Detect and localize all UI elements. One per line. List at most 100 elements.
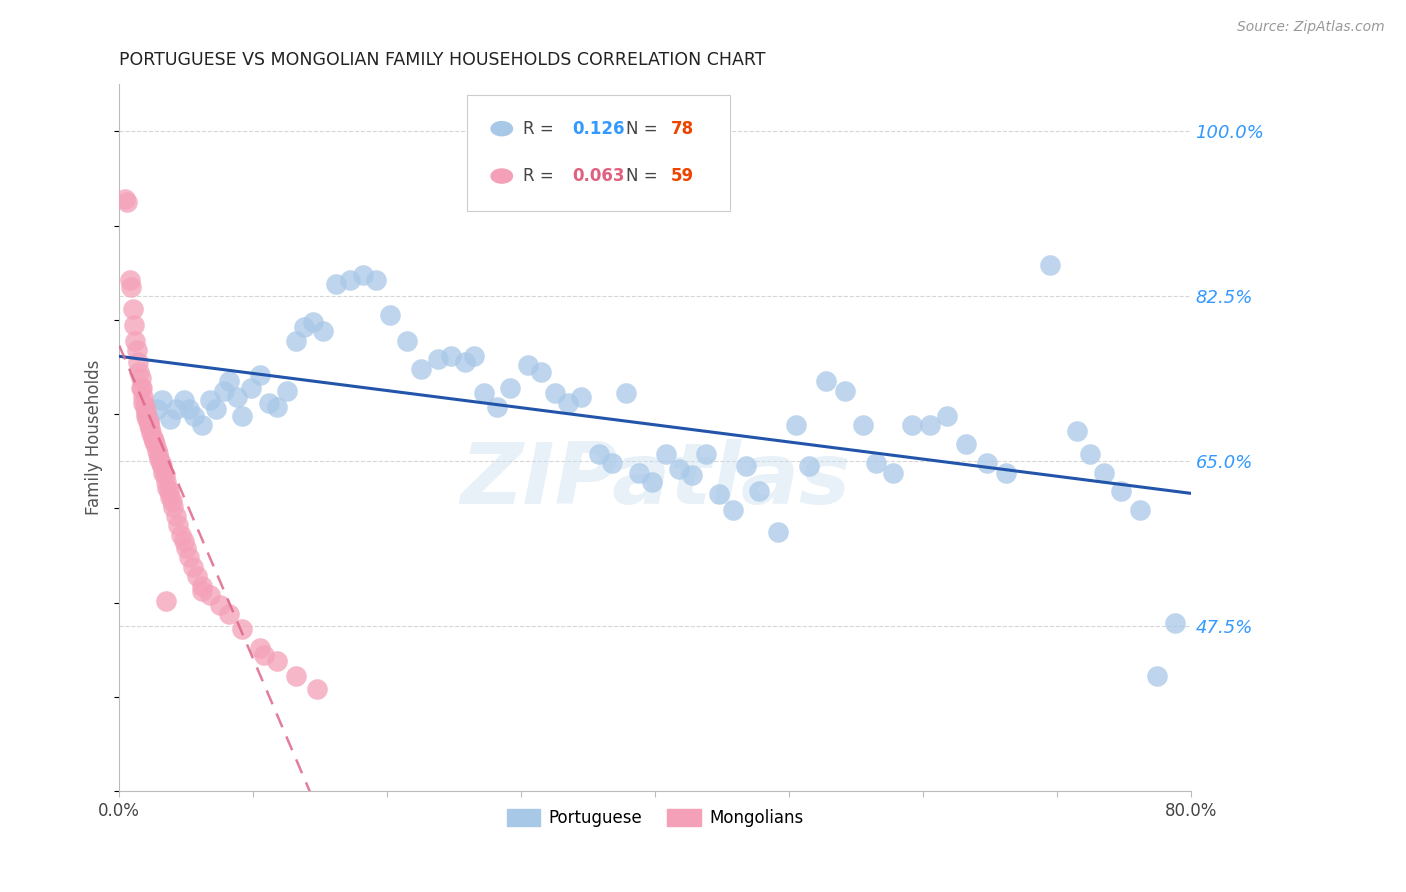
Point	[156, 481, 179, 495]
Point	[530, 365, 553, 379]
Point	[709, 487, 731, 501]
Point	[918, 418, 941, 433]
Y-axis label: Family Households: Family Households	[86, 360, 103, 516]
Point	[231, 409, 253, 423]
Point	[200, 392, 222, 407]
Point	[292, 320, 315, 334]
Point	[159, 412, 181, 426]
Point	[138, 415, 160, 429]
Point	[865, 456, 887, 470]
Point	[266, 400, 288, 414]
Point	[148, 452, 170, 467]
Point	[191, 584, 214, 599]
Point	[955, 437, 977, 451]
Point	[134, 400, 156, 414]
Point	[249, 640, 271, 655]
Point	[307, 682, 329, 697]
Point	[165, 402, 187, 417]
Point	[191, 579, 214, 593]
Point	[218, 607, 240, 621]
Point	[131, 381, 153, 395]
Point	[142, 431, 165, 445]
Point	[138, 418, 160, 433]
Point	[815, 374, 838, 388]
Point	[1163, 616, 1185, 631]
Point	[124, 334, 146, 348]
Point	[396, 334, 419, 348]
Point	[121, 301, 143, 316]
Point	[149, 456, 172, 470]
Point	[145, 437, 167, 451]
Text: 0.126: 0.126	[572, 120, 626, 137]
Point	[378, 308, 401, 322]
Point	[1039, 258, 1062, 272]
Point	[454, 355, 477, 369]
Point	[472, 386, 495, 401]
Point	[127, 355, 149, 369]
Text: 78: 78	[671, 120, 695, 137]
Point	[138, 412, 160, 426]
Point	[427, 352, 450, 367]
Point	[1078, 447, 1101, 461]
Text: N =: N =	[626, 120, 664, 137]
Point	[150, 392, 173, 407]
Point	[588, 447, 610, 461]
Point	[557, 396, 579, 410]
Point	[212, 384, 235, 398]
Point	[1129, 503, 1152, 517]
Point	[136, 412, 159, 426]
Point	[668, 462, 690, 476]
Point	[208, 598, 231, 612]
Point	[785, 418, 807, 433]
Point	[641, 475, 664, 489]
Point	[1092, 466, 1115, 480]
Point	[499, 381, 522, 395]
Point	[141, 425, 163, 440]
Point	[285, 334, 308, 348]
Point	[882, 466, 904, 480]
Point	[366, 273, 388, 287]
FancyBboxPatch shape	[467, 95, 730, 211]
Point	[135, 409, 157, 423]
Point	[302, 315, 325, 329]
Point	[218, 374, 240, 388]
Point	[797, 458, 820, 473]
Point	[170, 528, 193, 542]
Point	[155, 475, 177, 489]
Point	[569, 390, 592, 404]
Point	[173, 534, 195, 549]
Point	[122, 318, 145, 332]
Point	[226, 390, 249, 404]
Point	[146, 402, 169, 417]
Text: PORTUGUESE VS MONGOLIAN FAMILY HOUSEHOLDS CORRELATION CHART: PORTUGUESE VS MONGOLIAN FAMILY HOUSEHOLD…	[120, 51, 766, 69]
Point	[936, 409, 959, 423]
Point	[181, 560, 204, 574]
Point	[994, 466, 1017, 480]
Point	[186, 569, 208, 583]
Point	[114, 192, 136, 206]
Point	[654, 447, 676, 461]
Point	[485, 400, 508, 414]
Point	[177, 550, 200, 565]
Point	[160, 494, 183, 508]
Point	[150, 458, 173, 473]
Point	[285, 669, 308, 683]
Point	[153, 468, 176, 483]
Point	[159, 490, 181, 504]
Point	[146, 442, 169, 457]
Point	[600, 456, 623, 470]
Point	[463, 349, 485, 363]
Point	[167, 518, 190, 533]
Point	[146, 447, 169, 461]
Point	[440, 349, 463, 363]
Text: Source: ZipAtlas.com: Source: ZipAtlas.com	[1237, 20, 1385, 34]
Point	[231, 622, 253, 636]
Point	[139, 421, 162, 435]
Point	[191, 418, 214, 433]
Point	[735, 458, 758, 473]
Point	[128, 365, 150, 379]
Point	[204, 402, 226, 417]
Point	[249, 368, 271, 382]
Point	[748, 484, 770, 499]
Point	[901, 418, 924, 433]
